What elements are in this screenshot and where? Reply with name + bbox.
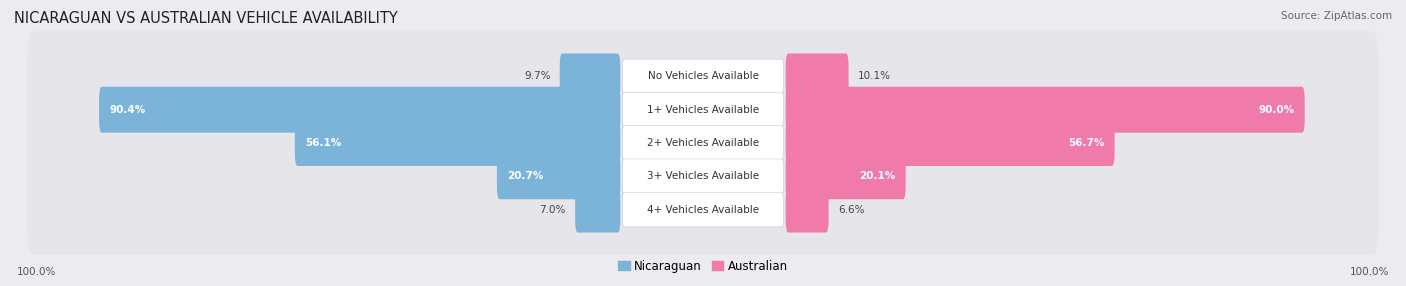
Text: NICARAGUAN VS AUSTRALIAN VEHICLE AVAILABILITY: NICARAGUAN VS AUSTRALIAN VEHICLE AVAILAB…	[14, 11, 398, 26]
FancyBboxPatch shape	[623, 159, 783, 194]
FancyBboxPatch shape	[27, 164, 1379, 255]
Text: 100.0%: 100.0%	[1350, 267, 1389, 277]
Text: 90.4%: 90.4%	[110, 105, 146, 115]
FancyBboxPatch shape	[623, 192, 783, 227]
FancyBboxPatch shape	[786, 120, 1115, 166]
FancyBboxPatch shape	[786, 186, 828, 233]
Text: 20.7%: 20.7%	[508, 171, 544, 181]
Text: 4+ Vehicles Available: 4+ Vehicles Available	[647, 204, 759, 214]
FancyBboxPatch shape	[786, 87, 1305, 133]
Text: 9.7%: 9.7%	[524, 72, 551, 82]
Text: 3+ Vehicles Available: 3+ Vehicles Available	[647, 171, 759, 181]
Text: 20.1%: 20.1%	[859, 171, 896, 181]
FancyBboxPatch shape	[27, 98, 1379, 188]
FancyBboxPatch shape	[27, 64, 1379, 155]
FancyBboxPatch shape	[786, 153, 905, 199]
FancyBboxPatch shape	[575, 186, 620, 233]
Text: 56.7%: 56.7%	[1067, 138, 1104, 148]
FancyBboxPatch shape	[98, 87, 620, 133]
FancyBboxPatch shape	[623, 92, 783, 127]
Text: 6.6%: 6.6%	[838, 204, 865, 214]
FancyBboxPatch shape	[27, 31, 1379, 122]
Text: 1+ Vehicles Available: 1+ Vehicles Available	[647, 105, 759, 115]
Text: 56.1%: 56.1%	[305, 138, 342, 148]
Text: 7.0%: 7.0%	[540, 204, 567, 214]
FancyBboxPatch shape	[560, 53, 620, 100]
Text: Source: ZipAtlas.com: Source: ZipAtlas.com	[1281, 11, 1392, 21]
FancyBboxPatch shape	[27, 131, 1379, 222]
FancyBboxPatch shape	[786, 53, 849, 100]
FancyBboxPatch shape	[623, 59, 783, 94]
FancyBboxPatch shape	[623, 126, 783, 160]
FancyBboxPatch shape	[496, 153, 620, 199]
Text: No Vehicles Available: No Vehicles Available	[648, 72, 758, 82]
FancyBboxPatch shape	[295, 120, 620, 166]
Text: 90.0%: 90.0%	[1258, 105, 1294, 115]
Text: 2+ Vehicles Available: 2+ Vehicles Available	[647, 138, 759, 148]
Text: 10.1%: 10.1%	[858, 72, 891, 82]
Text: 100.0%: 100.0%	[17, 267, 56, 277]
Legend: Nicaraguan, Australian: Nicaraguan, Australian	[613, 255, 793, 277]
